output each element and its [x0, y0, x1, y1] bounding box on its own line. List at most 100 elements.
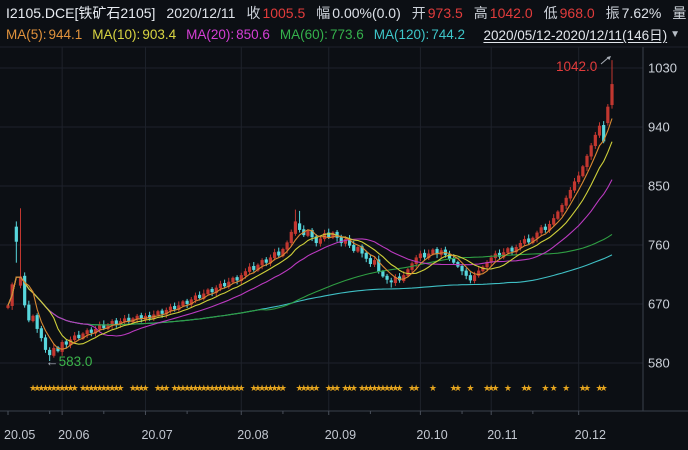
svg-text:★: ★: [304, 383, 312, 393]
svg-text:★: ★: [396, 383, 404, 393]
svg-text:★: ★: [225, 383, 233, 393]
svg-text:★: ★: [520, 383, 528, 393]
svg-text:★: ★: [254, 383, 262, 393]
svg-text:★: ★: [275, 383, 283, 393]
svg-text:★: ★: [179, 383, 187, 393]
ma60-line: [7, 233, 613, 326]
date-range-selector[interactable]: 2020/05/12-2020/12/11(146日) ▼: [483, 24, 680, 44]
svg-text:★: ★: [312, 383, 320, 393]
svg-text:★: ★: [79, 383, 87, 393]
svg-text:★: ★: [350, 383, 358, 393]
svg-text:★: ★: [583, 383, 591, 393]
svg-text:★: ★: [158, 383, 166, 393]
svg-text:20.11: 20.11: [487, 428, 517, 442]
svg-text:★: ★: [208, 383, 216, 393]
svg-text:★: ★: [308, 383, 316, 393]
svg-text:★: ★: [387, 383, 395, 393]
quote-header: I2105.DCE[铁矿石2105] 2020/12/11 收 1005.5 幅 0.…: [6, 3, 688, 23]
ma120-line: [7, 254, 613, 326]
svg-text:★: ★: [71, 383, 79, 393]
volume-toggle[interactable]: 量: [672, 5, 687, 21]
svg-text:★: ★: [200, 383, 208, 393]
svg-text:★: ★: [525, 383, 533, 393]
svg-text:★: ★: [162, 383, 170, 393]
svg-text:★: ★: [237, 383, 245, 393]
svg-text:★: ★: [541, 383, 549, 393]
svg-text:★: ★: [83, 383, 91, 393]
axis-labels: 1030 940 850 760 670 580 20.05 20.06 20.07 20.08 2…: [4, 61, 677, 443]
svg-text:★: ★: [175, 383, 183, 393]
grid-layer: [0, 46, 688, 411]
svg-text:★: ★: [266, 383, 274, 393]
svg-text:★: ★: [196, 383, 204, 393]
svg-text:★: ★: [250, 383, 258, 393]
svg-text:★: ★: [329, 383, 337, 393]
svg-text:★: ★: [341, 383, 349, 393]
svg-text:★: ★: [137, 383, 145, 393]
svg-text:★: ★: [50, 383, 58, 393]
svg-text:★: ★: [271, 383, 279, 393]
quote-fields: 收 1005.5 幅 0.00%(0.0) 开 973.5 高 1042.0 低 968.0 振 7.…: [246, 3, 661, 23]
svg-text:★: ★: [262, 383, 270, 393]
svg-text:★: ★: [116, 383, 124, 393]
svg-text:★: ★: [221, 383, 229, 393]
svg-text:★: ★: [466, 383, 474, 393]
svg-text:★: ★: [204, 383, 212, 393]
svg-text:★: ★: [391, 383, 399, 393]
ma-legend: MA(5): 944.1 MA(10): 903.4 MA(20): 850.6 MA(60…: [6, 27, 465, 42]
svg-text:★: ★: [487, 383, 495, 393]
svg-text:★: ★: [62, 383, 70, 393]
svg-text:★: ★: [29, 383, 37, 393]
svg-text:★: ★: [379, 383, 387, 393]
svg-text:★: ★: [229, 383, 237, 393]
svg-text:★: ★: [100, 383, 108, 393]
quote-field-low: 低 968.0: [543, 5, 595, 21]
svg-text:★: ★: [562, 383, 570, 393]
svg-text:850: 850: [648, 179, 670, 194]
quote-date: 2020/12/11: [166, 5, 236, 21]
svg-text:★: ★: [504, 383, 512, 393]
svg-text:1030: 1030: [648, 61, 677, 76]
svg-text:★: ★: [366, 383, 374, 393]
svg-text:20.12: 20.12: [575, 428, 606, 442]
svg-text:★: ★: [133, 383, 141, 393]
quote-field-high: 高 1042.0: [473, 5, 533, 21]
svg-text:940: 940: [648, 120, 670, 135]
quote-field-close: 收 1005.5: [246, 5, 306, 21]
ma-field-ma5: MA(5): 944.1: [6, 26, 83, 42]
candles-layer: [6, 60, 614, 362]
svg-text:★: ★: [375, 383, 383, 393]
quote-field-open: 开 973.5: [411, 5, 463, 21]
date-range-label: 2020/05/12-2020/12/11(146日): [483, 28, 668, 43]
svg-text:20.09: 20.09: [325, 428, 356, 442]
svg-text:★: ★: [491, 383, 499, 393]
svg-text:★: ★: [279, 383, 287, 393]
svg-text:★: ★: [412, 383, 420, 393]
ma-field-ma120: MA(120): 744.2: [373, 26, 466, 42]
svg-text:★: ★: [362, 383, 370, 393]
svg-text:★: ★: [333, 383, 341, 393]
ma-field-ma10: MA(10): 903.4: [92, 26, 177, 42]
svg-text:★: ★: [183, 383, 191, 393]
svg-text:★: ★: [300, 383, 308, 393]
svg-text:★: ★: [171, 383, 179, 393]
svg-text:★: ★: [454, 383, 462, 393]
quote-field-change: 幅 0.00%(0.0): [316, 5, 401, 21]
svg-text:670: 670: [648, 297, 670, 312]
svg-text:★: ★: [371, 383, 379, 393]
svg-text:★: ★: [33, 383, 41, 393]
ma10-line: [7, 141, 613, 345]
svg-text:★: ★: [383, 383, 391, 393]
svg-text:←: ←: [46, 354, 59, 369]
symbol-title: I2105.DCE[铁矿石2105]: [6, 5, 156, 21]
ma-field-ma60: MA(60): 773.6: [279, 26, 364, 42]
ma-field-ma20: MA(20): 850.6: [186, 26, 270, 42]
svg-text:★: ★: [66, 383, 74, 393]
svg-text:★: ★: [233, 383, 241, 393]
axes-layer: [0, 47, 688, 415]
svg-text:★: ★: [141, 383, 149, 393]
svg-text:1042.0: 1042.0: [556, 59, 597, 74]
dropdown-triangle-icon: ▼: [670, 28, 680, 40]
